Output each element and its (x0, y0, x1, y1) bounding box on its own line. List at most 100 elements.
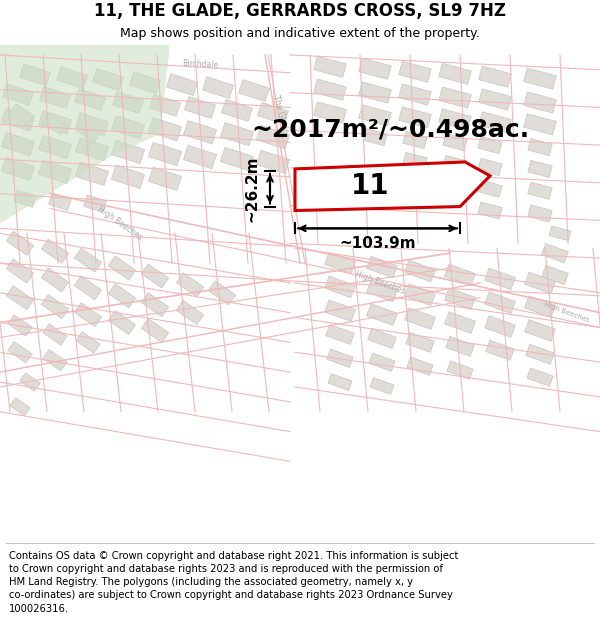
Bar (38, 160, 71, 184)
Bar (328, 374, 352, 391)
Bar (368, 328, 396, 348)
Bar (112, 116, 145, 139)
Bar (49, 193, 71, 211)
Polygon shape (295, 162, 490, 211)
Text: ~103.9m: ~103.9m (339, 236, 416, 251)
Bar (43, 114, 67, 135)
Text: Contains OS data © Crown copyright and database right 2021. This information is : Contains OS data © Crown copyright and d… (9, 551, 458, 614)
Bar (439, 87, 472, 108)
Bar (479, 66, 511, 88)
Bar (56, 67, 88, 89)
Text: High Beeches: High Beeches (354, 270, 406, 296)
Bar (109, 256, 136, 280)
Bar (524, 296, 556, 318)
Bar (398, 61, 431, 82)
Polygon shape (0, 45, 170, 223)
Bar (367, 280, 397, 302)
Bar (221, 99, 253, 121)
Bar (404, 260, 436, 282)
Bar (184, 146, 217, 169)
Bar (524, 272, 556, 294)
Bar (38, 136, 71, 159)
Bar (404, 308, 436, 329)
Bar (148, 142, 182, 166)
Bar (404, 284, 436, 306)
Bar (542, 244, 568, 263)
Bar (142, 319, 169, 342)
Bar (325, 276, 355, 298)
Bar (478, 180, 502, 198)
Bar (220, 122, 254, 146)
Bar (407, 357, 433, 376)
Bar (203, 77, 233, 99)
Bar (1, 132, 35, 156)
Bar (83, 195, 106, 212)
Bar (359, 105, 391, 126)
Bar (479, 112, 511, 133)
Bar (367, 256, 397, 278)
Bar (220, 148, 254, 171)
Text: The Glade: The Glade (271, 94, 289, 134)
Text: 11, THE GLADE, GERRARDS CROSS, SL9 7HZ: 11, THE GLADE, GERRARDS CROSS, SL9 7HZ (94, 2, 506, 20)
Bar (1, 107, 35, 131)
Bar (40, 87, 70, 108)
Bar (527, 368, 553, 386)
Text: ~26.2m: ~26.2m (245, 156, 260, 222)
Bar (439, 109, 472, 130)
Bar (325, 253, 355, 274)
Bar (208, 281, 236, 305)
Bar (256, 150, 290, 174)
Bar (112, 165, 145, 189)
Bar (176, 273, 203, 297)
Bar (130, 72, 160, 94)
Bar (359, 82, 391, 103)
Bar (485, 268, 515, 290)
Text: High Beeches: High Beeches (543, 302, 590, 324)
Bar (478, 158, 502, 176)
Bar (41, 239, 68, 263)
Bar (443, 156, 467, 172)
Bar (314, 79, 346, 100)
Bar (528, 139, 552, 156)
Bar (478, 136, 502, 154)
Bar (314, 56, 346, 78)
Bar (486, 340, 514, 360)
Bar (485, 316, 515, 338)
Bar (239, 80, 269, 101)
Bar (109, 311, 136, 334)
Bar (7, 231, 34, 255)
Bar (41, 295, 68, 319)
Bar (1, 158, 35, 181)
Bar (524, 68, 556, 89)
Bar (446, 336, 474, 356)
Text: 11: 11 (351, 172, 389, 200)
Bar (8, 315, 32, 336)
Bar (149, 94, 181, 116)
Bar (14, 190, 37, 208)
Bar (74, 302, 101, 327)
Bar (148, 118, 182, 141)
Bar (479, 89, 511, 110)
Bar (10, 398, 30, 416)
Bar (398, 107, 431, 128)
Bar (403, 132, 427, 149)
Bar (528, 161, 552, 177)
Bar (8, 342, 32, 363)
Bar (76, 112, 109, 136)
Bar (478, 202, 502, 219)
Bar (524, 92, 556, 113)
Bar (10, 104, 34, 125)
Bar (445, 264, 475, 286)
Bar (76, 121, 100, 143)
Text: Birchdale: Birchdale (182, 59, 218, 70)
Bar (363, 129, 387, 146)
Bar (20, 64, 50, 86)
Bar (256, 126, 290, 149)
Bar (326, 324, 354, 344)
Bar (528, 182, 552, 199)
Bar (112, 141, 145, 164)
Bar (549, 226, 571, 241)
Bar (167, 74, 197, 96)
Bar (524, 114, 556, 135)
Bar (20, 373, 40, 391)
